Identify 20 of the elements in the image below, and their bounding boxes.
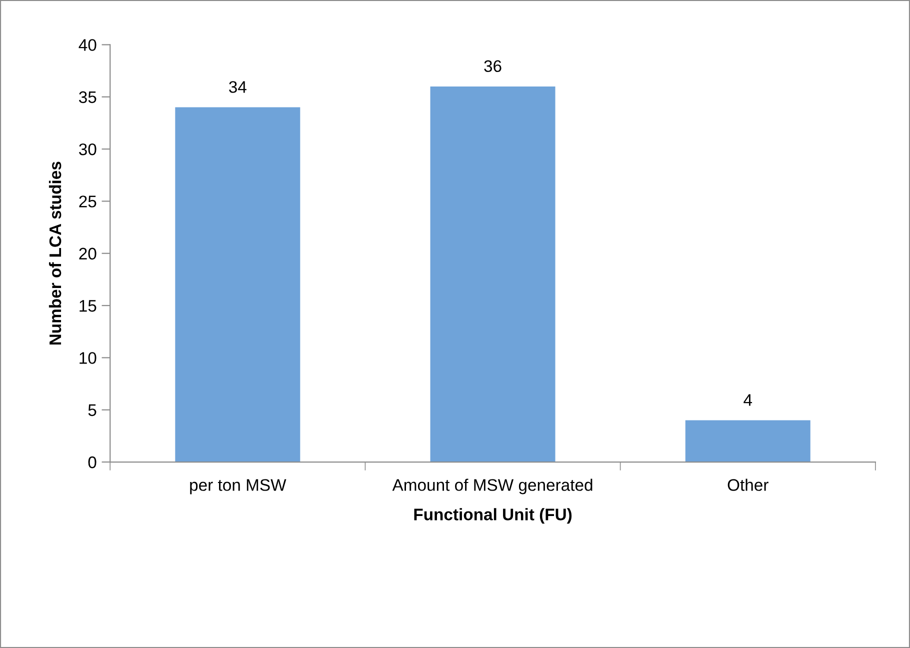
bar bbox=[430, 86, 556, 462]
y-axis-title: Number of LCA studies bbox=[48, 162, 62, 345]
bar bbox=[685, 420, 810, 462]
x-tick-label: per ton MSW bbox=[190, 479, 286, 494]
y-tick-label: 0 bbox=[88, 456, 96, 468]
x-tick-label: Other bbox=[728, 478, 768, 491]
data-label: 36 bbox=[484, 60, 502, 72]
y-tick-label: 5 bbox=[88, 404, 96, 416]
data-label: 34 bbox=[229, 81, 246, 93]
x-tick-label: Amount of MSW generated bbox=[392, 478, 592, 494]
y-tick-label: 40 bbox=[78, 39, 96, 51]
y-tick-label: 10 bbox=[80, 352, 96, 364]
y-tick-label: 35 bbox=[79, 91, 96, 104]
y-tick-label: 25 bbox=[79, 196, 96, 208]
y-tick-label: 30 bbox=[79, 143, 96, 156]
y-tick-label: 20 bbox=[79, 248, 96, 260]
bar bbox=[175, 107, 300, 462]
y-tick-label: 15 bbox=[80, 300, 96, 312]
data-label: 4 bbox=[744, 394, 752, 406]
x-axis-title: Functional Unit (FU) bbox=[414, 508, 572, 524]
